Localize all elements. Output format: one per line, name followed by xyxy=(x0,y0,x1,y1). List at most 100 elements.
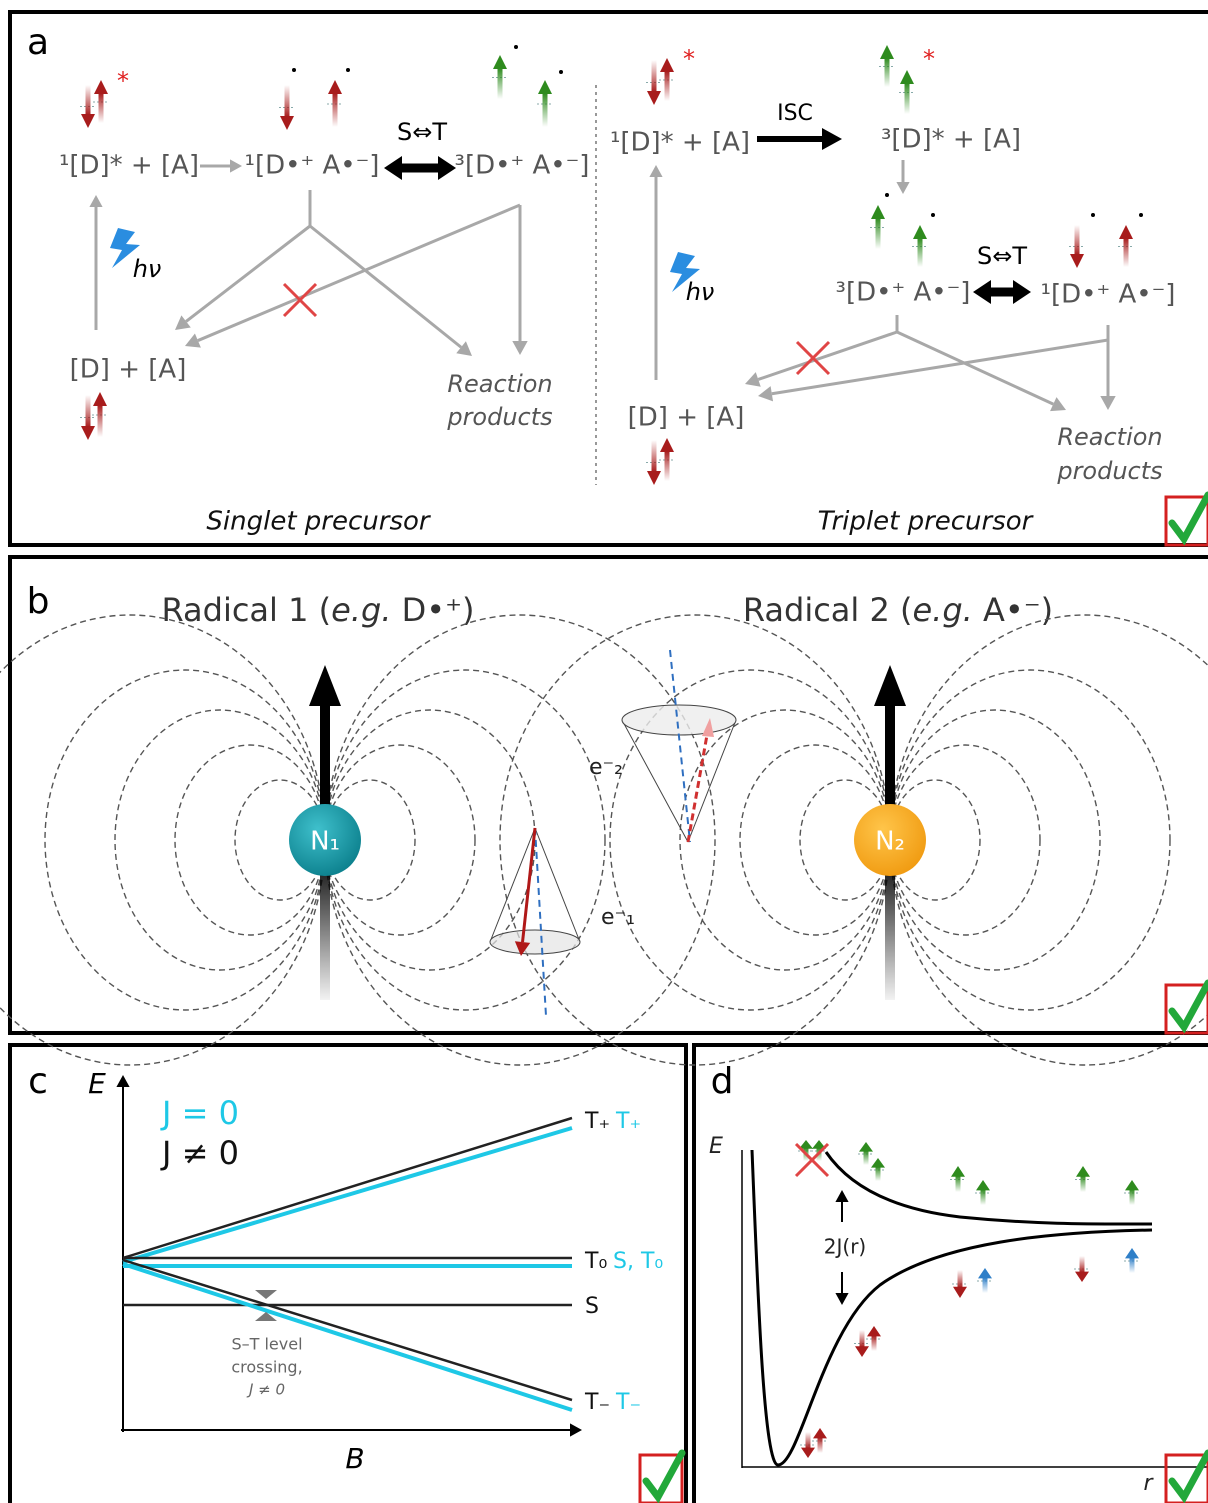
level-line xyxy=(123,1264,572,1410)
check-mark xyxy=(1172,495,1208,539)
recombination-arrow-head xyxy=(175,315,191,330)
spin-head xyxy=(93,392,107,406)
excitation-label: hν xyxy=(133,255,162,283)
title-part: e.g. xyxy=(912,591,972,629)
title-part: Radical 2 ( xyxy=(743,591,913,629)
cone-base xyxy=(490,930,580,954)
interconversion: S⇔T xyxy=(977,242,1027,270)
spin-shaft xyxy=(885,58,890,87)
crossing-note: S–T level xyxy=(231,1335,302,1354)
crossing-note: J ≠ 0 xyxy=(246,1381,285,1399)
spin-shaft xyxy=(1075,225,1080,255)
isc-label: ISC xyxy=(777,101,813,126)
level-label: T₋ xyxy=(584,1390,610,1415)
energy-axis-head xyxy=(116,1075,129,1087)
spin-shaft xyxy=(1081,1176,1086,1192)
legend-entry: J = 0 xyxy=(160,1094,239,1132)
spin-axis-head xyxy=(874,665,906,706)
spin-head xyxy=(871,1158,885,1168)
electron-label: e⁻₂ xyxy=(589,755,623,780)
spin-shaft xyxy=(864,1151,869,1165)
products-label: Reaction xyxy=(1057,423,1162,451)
check-mark xyxy=(646,1453,682,1497)
radical-title: Radical 1 (e.g. D•⁺) xyxy=(161,591,474,629)
spin-head xyxy=(813,1428,827,1438)
crossing-marker xyxy=(255,1290,277,1299)
title-part: D•⁺) xyxy=(391,591,474,629)
radical-dot xyxy=(346,68,350,72)
title-part: A•⁻) xyxy=(973,591,1053,629)
field-line xyxy=(325,670,605,1010)
spin-shaft xyxy=(1124,238,1129,267)
spin-head xyxy=(328,80,342,94)
spin-shaft xyxy=(333,93,338,127)
excited-star: * xyxy=(683,45,695,73)
radical-dot xyxy=(514,45,518,49)
spin-shaft xyxy=(876,218,881,249)
title-part: Radical 1 ( xyxy=(161,591,331,629)
spin-shaft xyxy=(981,1189,986,1205)
level-label: T₋ xyxy=(615,1390,641,1415)
radical-dot xyxy=(885,193,889,197)
field-line xyxy=(500,615,890,1065)
spin-head xyxy=(1076,1166,1090,1177)
spin-shaft xyxy=(498,68,503,99)
interconversion-arrow xyxy=(973,280,1031,304)
level-label: T₀ xyxy=(584,1249,607,1274)
radical-dot xyxy=(292,68,296,72)
products-label: products xyxy=(1056,457,1162,485)
spin-shaft xyxy=(543,93,548,127)
radical-dot xyxy=(1091,213,1095,217)
radical-dot xyxy=(1139,213,1143,217)
spin-head xyxy=(1070,254,1084,268)
panel-a-frame xyxy=(10,12,1208,545)
spin-shaft xyxy=(818,1437,823,1453)
level-label: S, T₀ xyxy=(613,1249,663,1274)
isc-arrow-head xyxy=(822,128,842,150)
crossing-note: crossing, xyxy=(231,1358,302,1377)
spin-shaft xyxy=(1130,1257,1135,1273)
species: ¹[D•⁺ A•⁻] xyxy=(245,151,380,181)
spin-shaft xyxy=(905,83,910,114)
excitation-arrow-head xyxy=(649,165,662,177)
products-label: Reaction xyxy=(447,370,552,398)
spin-shaft xyxy=(1130,1189,1135,1205)
product-arrow-head xyxy=(1100,396,1115,410)
electron-label: e⁻₁ xyxy=(601,905,635,930)
spin-head xyxy=(280,116,294,130)
panel-d-frame xyxy=(694,1045,1208,1503)
product-arrow xyxy=(897,332,1053,404)
precession-axis xyxy=(535,828,546,1016)
spin-head xyxy=(1119,225,1133,239)
spin-head xyxy=(1125,1248,1139,1258)
spin-shaft xyxy=(86,395,91,427)
excitation-label: hν xyxy=(686,278,715,306)
spin-head xyxy=(855,1346,869,1357)
species: ¹[D•⁺ A•⁻] xyxy=(1041,280,1176,310)
spin-shaft xyxy=(86,85,91,115)
field-line xyxy=(0,615,325,1065)
cone-base xyxy=(622,705,736,735)
spin-shaft xyxy=(665,71,670,101)
recombination-arrow-head xyxy=(758,386,773,401)
interconversion: S⇔T xyxy=(397,118,447,146)
spin-head xyxy=(801,1448,815,1458)
spin-head xyxy=(660,58,674,72)
spin-shaft xyxy=(806,1432,811,1449)
electron-spin xyxy=(688,735,707,842)
field-line xyxy=(45,670,325,1010)
species: ¹[D]* + [A] xyxy=(610,128,750,158)
field-line xyxy=(890,615,1208,1065)
spin-shaft xyxy=(98,405,103,437)
axis-title: E xyxy=(709,1134,723,1159)
excitation-arrow-head xyxy=(89,195,102,207)
spin-shaft xyxy=(860,1330,865,1347)
products-label: products xyxy=(446,403,552,431)
level-label: S xyxy=(585,1294,599,1319)
spin-head xyxy=(880,45,894,59)
species: ³[D•⁺ A•⁻] xyxy=(455,151,590,181)
level-label: T₊ xyxy=(615,1109,641,1134)
spin-head xyxy=(81,426,95,440)
check-mark xyxy=(1172,1453,1208,1497)
species: [D] + [A] xyxy=(70,355,187,385)
